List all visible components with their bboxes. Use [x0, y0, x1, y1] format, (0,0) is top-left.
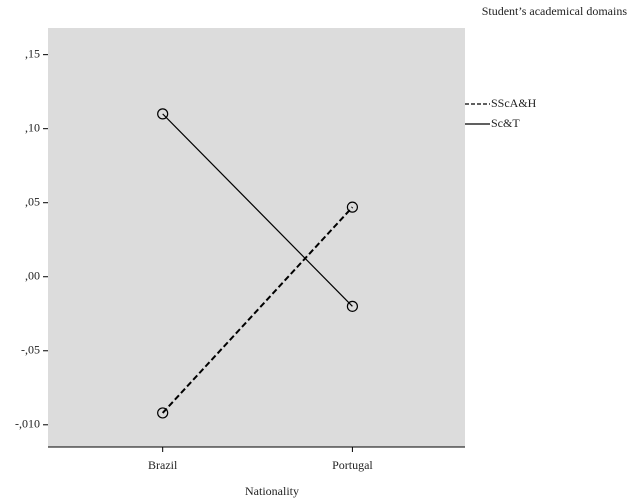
- x-tick-label: Brazil: [148, 458, 178, 472]
- legend-label: Sc&T: [491, 116, 520, 130]
- x-tick-label: Portugal: [332, 458, 373, 472]
- series-line: [162, 113, 353, 307]
- legend-label: SScA&H: [491, 96, 537, 110]
- y-tick-label: ,15: [25, 46, 40, 60]
- data-point: [346, 201, 359, 213]
- x-axis-title: Nationality: [245, 484, 299, 498]
- y-tick-label: -,05: [21, 343, 40, 357]
- y-tick-label: -,010: [15, 417, 40, 431]
- legend-title: Student’s academical domains: [482, 4, 628, 18]
- y-tick-label: ,10: [25, 120, 40, 134]
- data-point: [157, 108, 169, 120]
- plot-area: [48, 28, 465, 447]
- series-line: [161, 206, 354, 414]
- data-point: [157, 407, 169, 419]
- data-point: [346, 300, 359, 312]
- y-tick-label: ,00: [25, 268, 40, 282]
- y-tick-label: ,05: [25, 194, 40, 208]
